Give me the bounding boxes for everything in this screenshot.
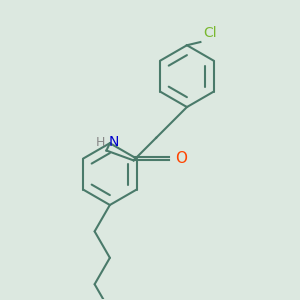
Text: O: O (175, 151, 187, 166)
Text: Cl: Cl (203, 26, 217, 40)
Text: H: H (95, 136, 105, 149)
Text: N: N (108, 135, 119, 149)
